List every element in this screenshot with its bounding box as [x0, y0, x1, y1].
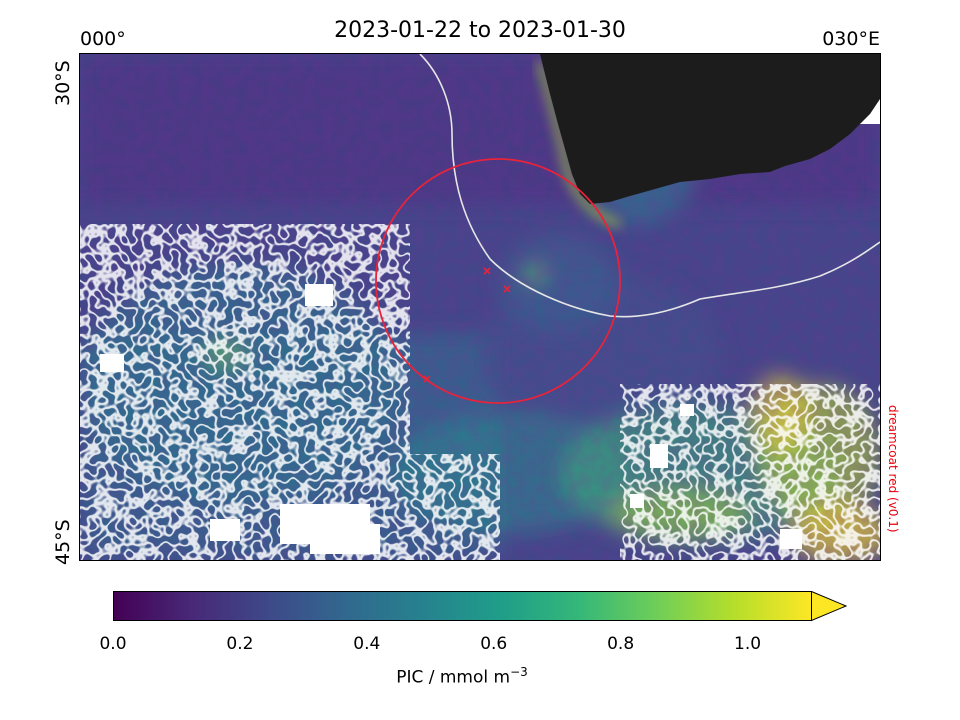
cloud-patches: [100, 94, 880, 554]
longitude-label-right: 030°E: [822, 28, 880, 50]
colorbar-label-unit-exponent: −3: [510, 665, 528, 679]
map-title: 2023-01-22 to 2023-01-30: [334, 18, 626, 43]
front-line: [419, 54, 880, 318]
latitude-label-top: 30°S: [52, 60, 74, 106]
colorbar-tick: 0.0: [99, 634, 127, 654]
longitude-label-left: 000°: [80, 28, 126, 50]
colorbar: [113, 591, 848, 622]
survey-circle: [375, 158, 621, 404]
latitude-label-bottom: 45°S: [52, 519, 74, 565]
colorbar-tick: 0.6: [480, 634, 508, 654]
colorbar-label-main: PIC / mmol m: [396, 667, 511, 688]
colorbar-tick: 0.2: [226, 634, 254, 654]
pic-map: [79, 53, 881, 561]
station-markers: [423, 267, 511, 383]
colorbar-tick: 1.0: [734, 634, 762, 654]
land-mass: [540, 54, 880, 204]
colorbar-tick: 0.8: [607, 634, 635, 654]
colorbar-gradient: [113, 591, 812, 621]
colorbar-extend-arrow: [811, 591, 848, 622]
colorbar-tick: 0.4: [353, 634, 381, 654]
credit-label: dreamcoat red (v0.1): [886, 405, 900, 533]
colorbar-label: PIC / mmol m−3: [113, 665, 811, 688]
